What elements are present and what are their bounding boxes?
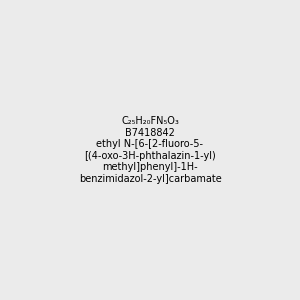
Text: C₂₅H₂₀FN₅O₃
B7418842
ethyl N-[6-[2-fluoro-5-
[(4-oxo-3H-phthalazin-1-yl)
methyl]: C₂₅H₂₀FN₅O₃ B7418842 ethyl N-[6-[2-fluor… [79,116,221,184]
